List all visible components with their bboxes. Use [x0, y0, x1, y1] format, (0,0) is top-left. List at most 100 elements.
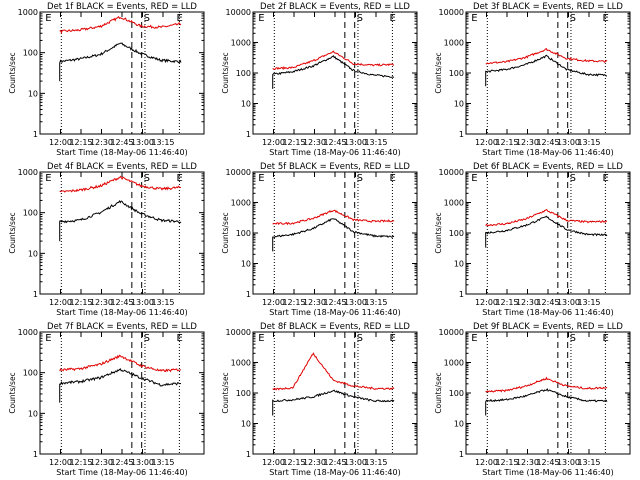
marker-label: E — [258, 173, 264, 184]
y-tick-label: 1000 — [231, 199, 251, 208]
x-axis-label: Start Time (18-May-06 11:46:40) — [269, 468, 400, 477]
y-tick-label: 10 — [28, 89, 38, 98]
y-axis-label: Counts/sec — [221, 212, 230, 253]
panel: Det 9f BLACK = Events, RED = LLD 1 10 100 10… — [434, 322, 631, 477]
lld-series-line — [272, 209, 395, 226]
y-tick-label: 10000 — [439, 168, 464, 177]
x-tick-label: 12:45 — [323, 138, 346, 147]
y-tick-label: 1 — [246, 450, 251, 459]
x-tick-label: 12:00 — [475, 298, 498, 307]
x-tick-label: 13:00 — [344, 298, 367, 307]
x-tick-label: 13:15 — [577, 138, 600, 147]
panel-title: Det 7f BLACK = Events, RED = LLD — [47, 322, 197, 332]
y-tick-label: 10 — [28, 409, 38, 418]
y-tick-label: 100 — [23, 49, 38, 58]
y-tick-label: 1 — [459, 450, 464, 459]
panel: Det 5f BLACK = Events, RED = LLD 1 10 100 10… — [221, 162, 418, 317]
panel: Det 4f BLACK = Events, RED = LLD 1 10 100 10… — [8, 162, 205, 317]
events-series-line — [59, 42, 182, 82]
y-tick-label: 1000 — [444, 199, 464, 208]
y-tick-label: 1000 — [231, 359, 251, 368]
y-tick-label: 10 — [28, 249, 38, 258]
lld-series-line — [59, 354, 182, 373]
x-tick-label: 12:00 — [262, 458, 285, 467]
y-tick-label: 10000 — [226, 8, 251, 17]
lld-series-line — [485, 208, 608, 227]
marker-label: S — [144, 173, 150, 184]
x-tick-label: 12:15 — [69, 298, 92, 307]
events-series-line — [272, 389, 395, 416]
x-tick-label: 12:15 — [69, 138, 92, 147]
x-tick-label: 12:30 — [90, 298, 113, 307]
x-tick-label: 13:00 — [131, 298, 154, 307]
y-tick-label: 1 — [33, 450, 38, 459]
x-tick-label: 12:30 — [516, 458, 539, 467]
panel-title: Det 6f BLACK = Events, RED = LLD — [473, 162, 623, 172]
x-tick-label: 12:30 — [516, 138, 539, 147]
x-tick-label: 12:30 — [516, 298, 539, 307]
y-tick-label: 10 — [454, 420, 464, 429]
y-tick-label: 10000 — [226, 328, 251, 337]
x-tick-label: 12:00 — [262, 138, 285, 147]
x-axis-label: Start Time (18-May-06 11:46:40) — [56, 308, 187, 317]
x-tick-label: 12:45 — [536, 138, 559, 147]
x-tick-label: 12:45 — [323, 298, 346, 307]
marker-label: E — [176, 333, 182, 344]
events-series-line — [272, 218, 395, 252]
panel-title: Det 5f BLACK = Events, RED = LLD — [260, 162, 410, 172]
events-series-line — [59, 200, 182, 242]
x-tick-label: 12:00 — [262, 298, 285, 307]
x-tick-label: 13:00 — [557, 138, 580, 147]
y-axis-label: Counts/sec — [221, 52, 230, 93]
marker-label: E — [602, 13, 608, 24]
x-tick-label: 13:15 — [577, 458, 600, 467]
y-tick-label: 100 — [449, 229, 464, 238]
marker-label: E — [258, 13, 264, 24]
x-tick-label: 12:45 — [323, 458, 346, 467]
lld-series-line — [272, 50, 395, 71]
panel-title: Det 1f BLACK = Events, RED = LLD — [47, 2, 197, 12]
x-axis-label: Start Time (18-May-06 11:46:40) — [269, 308, 400, 317]
y-axis-label: Counts/sec — [8, 52, 17, 93]
y-tick-label: 1000 — [18, 8, 38, 17]
x-tick-label: 13:00 — [131, 138, 154, 147]
y-axis-label: Counts/sec — [434, 372, 443, 413]
x-tick-label: 12:30 — [303, 138, 326, 147]
y-tick-label: 100 — [449, 389, 464, 398]
x-axis-label: Start Time (18-May-06 11:46:40) — [482, 468, 613, 477]
y-tick-label: 10 — [454, 260, 464, 269]
marker-label: S — [570, 333, 576, 344]
x-tick-label: 12:15 — [69, 458, 92, 467]
x-tick-label: 13:00 — [131, 458, 154, 467]
panel: Det 7f BLACK = Events, RED = LLD 1 10 100 10… — [8, 322, 205, 477]
marker-label: E — [45, 333, 51, 344]
y-axis-label: Counts/sec — [8, 372, 17, 413]
marker-label: E — [45, 13, 51, 24]
x-tick-label: 12:45 — [110, 138, 133, 147]
marker-label: E — [389, 333, 395, 344]
events-series-line — [272, 54, 395, 89]
marker-label: E — [258, 333, 264, 344]
y-tick-label: 1000 — [18, 328, 38, 337]
x-tick-label: 13:00 — [344, 138, 367, 147]
x-tick-label: 12:30 — [303, 298, 326, 307]
y-axis-label: Counts/sec — [221, 372, 230, 413]
lld-series-line — [485, 376, 608, 393]
x-axis-label: Start Time (18-May-06 11:46:40) — [56, 148, 187, 157]
marker-label: S — [144, 333, 150, 344]
y-tick-label: 1 — [459, 130, 464, 139]
x-tick-label: 12:45 — [536, 458, 559, 467]
y-tick-label: 10000 — [439, 328, 464, 337]
x-tick-label: 12:45 — [110, 458, 133, 467]
panel-title: Det 4f BLACK = Events, RED = LLD — [47, 162, 197, 172]
x-tick-label: 12:00 — [475, 458, 498, 467]
y-tick-label: 1000 — [444, 359, 464, 368]
y-tick-label: 1000 — [18, 168, 38, 177]
y-axis-label: Counts/sec — [8, 212, 17, 253]
x-tick-label: 12:00 — [49, 298, 72, 307]
y-tick-label: 1 — [33, 290, 38, 299]
panel: Det 1f BLACK = Events, RED = LLD 1 10 100 10… — [8, 2, 205, 157]
panel-title: Det 8f BLACK = Events, RED = LLD — [260, 322, 410, 332]
marker-label: S — [570, 173, 576, 184]
marker-label: S — [357, 333, 363, 344]
